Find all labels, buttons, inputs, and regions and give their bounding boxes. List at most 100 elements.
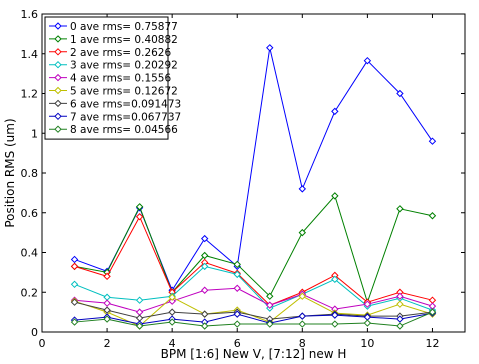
data-point — [428, 137, 437, 145]
data-point — [233, 260, 241, 269]
data-point — [168, 293, 176, 301]
legend-marker — [54, 99, 62, 108]
legend-label: 0 ave rms= 0.75877 — [70, 21, 178, 33]
data-point — [70, 255, 79, 264]
data-point — [363, 300, 372, 308]
x-tick-label: 10 — [360, 337, 374, 350]
data-point — [331, 311, 339, 319]
data-point — [298, 292, 307, 300]
legend-label: 1 ave rms= 0.40882 — [70, 34, 178, 46]
data-point — [200, 251, 209, 260]
data-point — [103, 299, 111, 307]
data-point — [168, 297, 176, 305]
data-point — [103, 306, 111, 314]
series-line-1 — [74, 194, 433, 304]
x-tick-label: 12 — [425, 337, 439, 350]
data-point — [200, 286, 209, 294]
y-tick-label: 0.2 — [21, 286, 39, 299]
series-line-8 — [74, 311, 433, 327]
data-point — [331, 320, 339, 328]
y-tick-label: 0.4 — [21, 247, 39, 260]
x-tick-label: 8 — [299, 337, 306, 350]
series-line-6 — [74, 301, 433, 320]
data-point — [70, 298, 79, 306]
data-point — [298, 312, 307, 320]
legend-item: 5 ave rms= 0.12672 — [49, 86, 178, 98]
legend-marker — [54, 48, 62, 56]
data-point — [266, 320, 274, 328]
data-point — [266, 44, 274, 52]
legend-marker — [54, 73, 62, 82]
data-point — [266, 292, 274, 300]
legend-item: 6 ave rms=0.091473 — [49, 98, 181, 110]
data-point — [331, 275, 339, 284]
legend-label: 4 ave rms= 0.1556 — [70, 73, 171, 85]
data-point — [103, 315, 111, 323]
data-point — [233, 310, 241, 318]
data-point — [135, 322, 144, 330]
legend-marker — [54, 86, 62, 95]
legend-marker — [54, 112, 62, 121]
x-tick-label: 0 — [39, 337, 46, 350]
data-point — [200, 322, 209, 330]
series-line-7 — [74, 312, 433, 325]
legend-label: 2 ave rms= 0.2626 — [70, 47, 171, 59]
data-point — [135, 296, 144, 304]
legend-label: 8 ave rms= 0.04566 — [70, 124, 178, 136]
data-point — [200, 310, 209, 318]
data-point — [103, 272, 111, 281]
data-point — [233, 284, 241, 292]
x-axis: 0 2 4 6 8 10 12 — [39, 14, 439, 350]
data-point — [428, 308, 437, 316]
data-point — [168, 308, 176, 316]
legend-marker — [54, 22, 62, 30]
data-point — [396, 300, 404, 308]
data-point — [70, 280, 79, 289]
data-point — [70, 318, 79, 326]
y-tick-label: 0.8 — [21, 167, 39, 180]
data-point — [298, 228, 307, 237]
y-tick-label: 0.6 — [21, 207, 39, 220]
x-tick-label: 6 — [234, 337, 241, 350]
data-point — [428, 212, 437, 220]
data-point — [396, 205, 404, 213]
legend-marker — [54, 60, 62, 69]
legend-label: 3 ave rms= 0.20292 — [70, 60, 178, 72]
data-point — [70, 262, 79, 271]
legend-marker — [54, 125, 62, 133]
data-point — [396, 292, 404, 300]
data-point — [396, 322, 404, 330]
legend-label: 5 ave rms= 0.12672 — [70, 86, 178, 98]
y-tick-label: 1 — [31, 127, 38, 140]
data-point — [363, 56, 372, 65]
legend-label: 6 ave rms=0.091473 — [70, 98, 181, 110]
data-point — [298, 185, 307, 193]
data-point — [363, 319, 372, 327]
series-line-3 — [74, 265, 433, 311]
data-point — [200, 234, 209, 243]
legend-item: 3 ave rms= 0.20292 — [49, 60, 178, 72]
y-tick-label: 1.2 — [21, 88, 39, 101]
data-point — [396, 89, 404, 98]
data-point — [298, 320, 307, 328]
data-point — [233, 270, 241, 279]
legend-item: 2 ave rms= 0.2626 — [49, 47, 171, 59]
data-point — [396, 315, 404, 323]
legend-item: 8 ave rms= 0.04566 — [49, 124, 178, 136]
legend-item: 7 ave rms=0.067737 — [49, 111, 181, 123]
legend-item: 4 ave rms= 0.1556 — [49, 73, 171, 85]
data-point — [233, 320, 241, 328]
y-axis-label: Position RMS (um) — [3, 118, 17, 227]
y-tick-label: 1.6 — [21, 8, 39, 21]
series-line-2 — [74, 215, 433, 306]
data-point — [266, 301, 274, 309]
series-layer — [70, 44, 437, 330]
data-point — [135, 213, 144, 221]
x-axis-label: BPM [1:6] New V, [7:12] new H — [161, 347, 347, 361]
series-line-4 — [74, 287, 433, 313]
x-tick-label: 4 — [169, 337, 176, 350]
y-tick-label: 0 — [31, 326, 38, 339]
legend-item: 0 ave rms= 0.75877 — [49, 21, 178, 33]
y-axis: 0 0.2 0.4 0.6 0.8 1 1.2 1.4 1.6 — [21, 8, 465, 339]
